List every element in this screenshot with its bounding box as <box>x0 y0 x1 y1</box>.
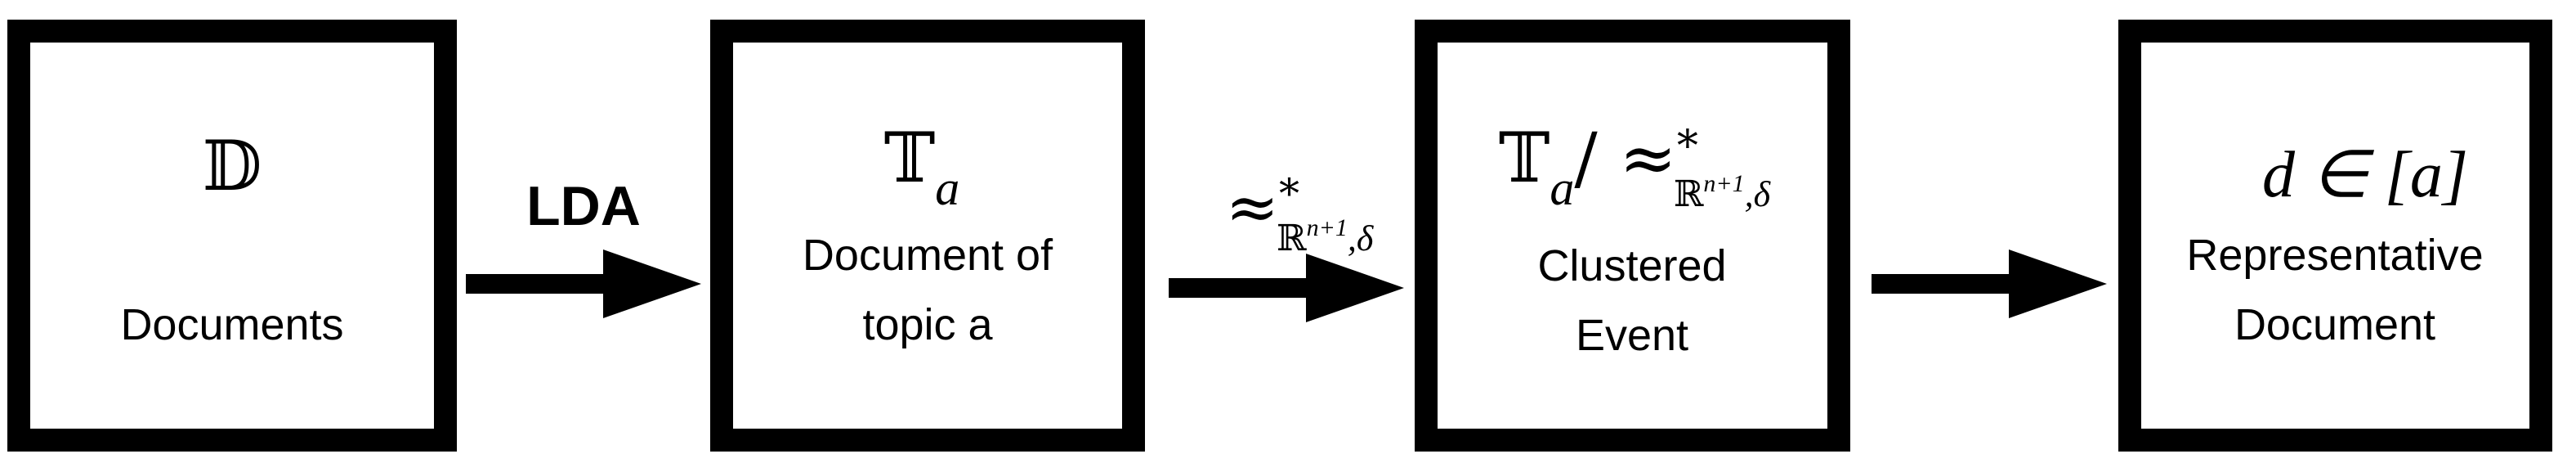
node-representative-document: d ∈ [a] Representative Document <box>2118 20 2552 452</box>
node-representative-document-label-line2: Document <box>2234 300 2435 349</box>
edge-lda: LDA <box>466 175 701 318</box>
node-topic-documents-label-line2: topic a <box>862 300 993 349</box>
edge-equivalence-sup: * <box>1279 170 1299 218</box>
node-representative-document-label-line1: Representative <box>2186 231 2483 280</box>
node-clustered-relation-sub-sup: n+1 <box>1703 170 1744 197</box>
edge-representative <box>1872 249 2107 318</box>
node-documents-label: Documents <box>120 300 343 349</box>
edge-equivalence-sub: ℝ <box>1277 218 1307 259</box>
node-clustered-event-symbol: 𝕋a/ ≈* ℝn+1,δ <box>1499 118 1772 215</box>
node-clustered-symbol: 𝕋 <box>1499 118 1550 198</box>
node-clustered-relation-sup: * <box>1677 122 1698 171</box>
edge-lda-label: LDA <box>526 175 641 237</box>
node-clustered-relation-sub: ℝ <box>1674 173 1704 215</box>
edge-equivalence-sub-sup: n+1 <box>1307 214 1348 241</box>
node-clustered-event-box <box>1415 20 1850 452</box>
node-topic-subscript: a <box>935 161 959 215</box>
edge-equivalence: ≈* ℝn+1,δ <box>1169 170 1404 322</box>
node-topic-documents: 𝕋a Document of topic a <box>710 20 1145 452</box>
edge-equivalence-label: ≈* ℝn+1,δ <box>1226 170 1375 259</box>
node-topic-symbol: 𝕋 <box>884 118 936 198</box>
node-documents-box <box>7 20 457 452</box>
node-documents-symbol: 𝔻 <box>203 126 262 206</box>
edge-equivalence-relation: ≈ <box>1226 171 1279 245</box>
node-clustered-event-label-line1: Clustered <box>1537 241 1726 290</box>
node-representative-document-formula: d ∈ [a] <box>2262 139 2468 211</box>
node-topic-documents-symbol: 𝕋a <box>884 118 960 215</box>
node-clustered-event: 𝕋a/ ≈* ℝn+1,δ Clustered Event <box>1415 20 1850 452</box>
node-clustered-subscript: a <box>1550 161 1574 215</box>
node-topic-documents-box <box>710 20 1145 452</box>
edge-representative-arrowhead <box>2009 249 2107 318</box>
node-clustered-relation: / ≈ <box>1574 118 1676 198</box>
node-topic-documents-label-line1: Document of <box>803 231 1053 280</box>
node-documents: 𝔻 Documents <box>7 20 457 452</box>
edge-equivalence-arrowhead <box>1306 254 1404 322</box>
edge-lda-arrowhead <box>603 249 701 318</box>
node-representative-document-box <box>2118 20 2552 452</box>
edge-equivalence-sub-tail: ,δ <box>1348 218 1375 258</box>
node-clustered-relation-sub-tail: ,δ <box>1745 174 1772 214</box>
node-clustered-event-label-line2: Event <box>1576 311 1688 360</box>
